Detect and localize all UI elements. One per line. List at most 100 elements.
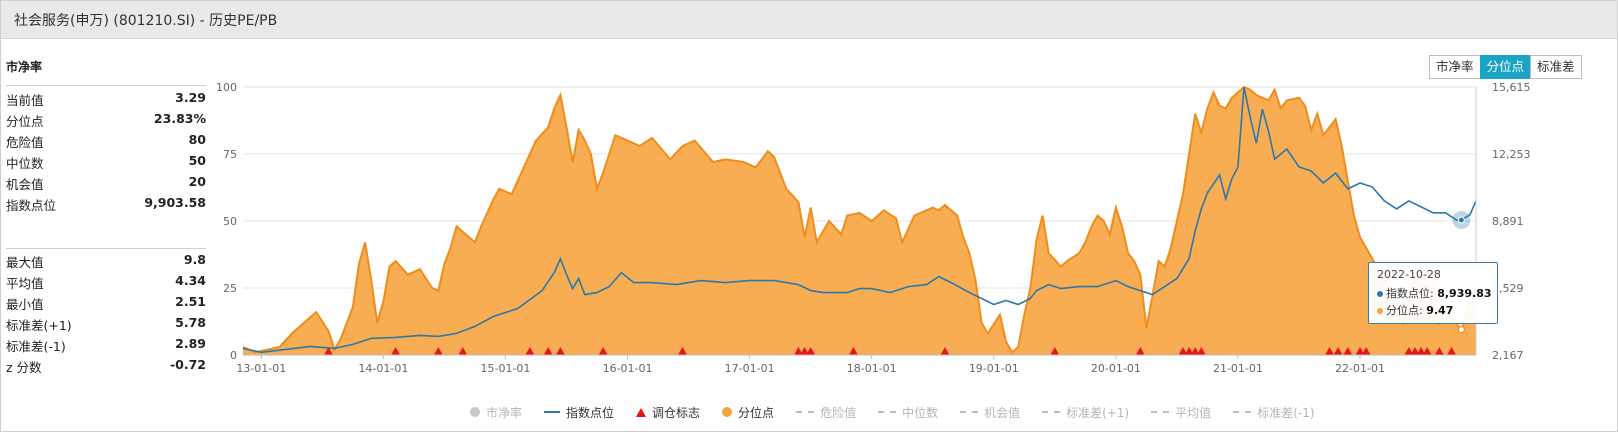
stat-value: 2.51: [175, 294, 206, 309]
rebalance-marker: [940, 347, 950, 355]
y-right-tick-label: 12,253: [1492, 148, 1531, 161]
stat-mean: 平均值 4.34: [6, 271, 206, 292]
tooltip-percentile-label: 分位点:: [1386, 304, 1423, 317]
legend-label: 指数点位: [566, 405, 615, 420]
pb-button[interactable]: 市净率: [1429, 55, 1481, 79]
tooltip-index-label: 指数点位:: [1386, 287, 1434, 300]
percentile-line: [242, 85, 1477, 354]
stat-value: 5.78: [175, 315, 206, 330]
chart-tooltip: 2022-10-28 指数点位: 8,939.83 分位点: 9.47: [1368, 262, 1498, 324]
y-left-tick-label: 50: [223, 215, 237, 228]
legend-label: 标准差(-1): [1257, 405, 1315, 420]
triangle-legend-icon: [636, 407, 647, 417]
stat-label: 平均值: [6, 276, 44, 291]
stat-label: 指数点位: [6, 198, 57, 213]
legend-label: 分位点: [738, 405, 775, 420]
stat-value: 9.8: [183, 252, 206, 267]
x-tick-label: 16-01-01: [603, 362, 653, 375]
index-hover-point: [1457, 216, 1465, 224]
stat-label: 最小值: [6, 297, 44, 312]
stat-std-plus: 标准差(+1) 5.78: [6, 313, 206, 334]
rebalance-marker: [543, 347, 553, 355]
pb-history-chart[interactable]: 0 25 50 75 100 2,167 5,529 8,891 12,253 15,615 13-…: [0, 0, 1618, 400]
stat-value: 4.34: [175, 273, 206, 288]
percentile-hover-point: [1457, 326, 1465, 334]
x-tick-label: 20-01-01: [1091, 362, 1141, 375]
stat-index-level: 指数点位 9,903.58: [6, 193, 206, 214]
stat-label: 标准差(-1): [6, 339, 66, 354]
percentile-dot-icon: [1377, 308, 1383, 314]
rebalance-marker: [806, 347, 816, 355]
stat-label: 最大值: [6, 255, 44, 270]
stat-value: 2.89: [175, 336, 206, 351]
tooltip-index-row: 指数点位: 8,939.83: [1377, 285, 1492, 301]
rebalance-marker: [800, 347, 810, 355]
stat-median: 中位数 50: [6, 151, 206, 172]
mean-legend-item[interactable]: 平均值: [1151, 402, 1211, 422]
opportunity-legend-item[interactable]: 机会值: [960, 402, 1020, 422]
std-plus-legend-item[interactable]: 标准差(+1): [1042, 402, 1129, 422]
x-tick-label: 17-01-01: [725, 362, 775, 375]
stat-value: 80: [188, 132, 206, 147]
dashed-line-legend-icon: [960, 411, 979, 413]
tooltip-percentile-row: 分位点: 9.47: [1377, 302, 1453, 318]
rebalance-marker: [1361, 347, 1371, 355]
rebalance-marker: [1416, 347, 1426, 355]
stat-value: 23.83%: [153, 111, 206, 126]
rebalance-marker: [1422, 347, 1432, 355]
rebalance-marker: [1135, 347, 1145, 355]
window-title: 社会服务(申万) (801210.SI) - 历史PE/PB: [14, 13, 278, 29]
percentile-area: [243, 87, 1476, 355]
danger-legend-item[interactable]: 危险值: [796, 402, 856, 422]
rebalance-marker: [848, 347, 858, 355]
divider: [6, 248, 206, 249]
percentile-legend-item[interactable]: 分位点: [722, 402, 774, 422]
chart-legend: 市净率 指数点位 调仓标志 分位点 危险值 中位数 机会值 标准差(+1) 平均值 标准差(-1): [470, 402, 1337, 422]
rebalance-marker: [1050, 347, 1060, 355]
rebalance-marker: [1178, 347, 1188, 355]
stat-label: z 分数: [6, 360, 42, 375]
rebalance-marker: [555, 347, 565, 355]
pb-legend-item[interactable]: 市净率: [470, 402, 522, 422]
stat-percentile: 分位点 23.83%: [6, 109, 206, 130]
x-tick-label: 13-01-01: [236, 362, 286, 375]
percentile-button[interactable]: 分位点: [1479, 55, 1532, 79]
tooltip-index-value: 8,939.83: [1437, 287, 1492, 300]
stat-min: 最小值 2.51: [6, 292, 206, 313]
tooltip-percentile-value: 9.47: [1426, 304, 1454, 317]
dashed-line-legend-icon: [1042, 411, 1061, 413]
y-right-tick-label: 5,529: [1492, 282, 1524, 295]
dashed-line-legend-icon: [1233, 411, 1252, 413]
stat-label: 中位数: [6, 156, 44, 171]
legend-label: 市净率: [486, 405, 523, 420]
legend-label: 危险值: [820, 405, 857, 420]
index-dot-icon: [1377, 291, 1383, 297]
rebalance-legend-item[interactable]: 调仓标志: [636, 402, 700, 422]
y-left-tick-label: 25: [223, 282, 237, 295]
rebalance-marker: [1184, 347, 1194, 355]
stat-current: 当前值 3.29: [6, 88, 206, 109]
rebalance-marker: [598, 347, 608, 355]
rebalance-markers: [323, 347, 1457, 355]
dashed-line-legend-icon: [878, 411, 897, 413]
title-bar: 社会服务(申万) (801210.SI) - 历史PE/PB: [1, 1, 1617, 39]
rebalance-marker: [793, 347, 803, 355]
rebalance-marker: [1190, 347, 1200, 355]
rebalance-marker: [323, 347, 333, 355]
stat-max: 最大值 9.8: [6, 250, 206, 271]
x-tick-label: 14-01-01: [358, 362, 408, 375]
stat-value: 3.29: [175, 90, 206, 105]
index-line-group: [242, 87, 1477, 354]
rebalance-marker: [1333, 347, 1343, 355]
y-left-tick-label: 0: [230, 349, 237, 362]
dashed-line-legend-icon: [1151, 411, 1170, 413]
stat-value: -0.72: [169, 357, 206, 372]
std-minus-legend-item[interactable]: 标准差(-1): [1233, 402, 1315, 422]
std-dev-button[interactable]: 标准差: [1530, 55, 1582, 79]
stat-value: 50: [188, 153, 206, 168]
median-legend-item[interactable]: 中位数: [878, 402, 938, 422]
rebalance-marker: [1434, 347, 1444, 355]
x-tick-label: 19-01-01: [969, 362, 1019, 375]
index-legend-item[interactable]: 指数点位: [544, 402, 614, 422]
rebalance-marker: [1404, 347, 1414, 355]
